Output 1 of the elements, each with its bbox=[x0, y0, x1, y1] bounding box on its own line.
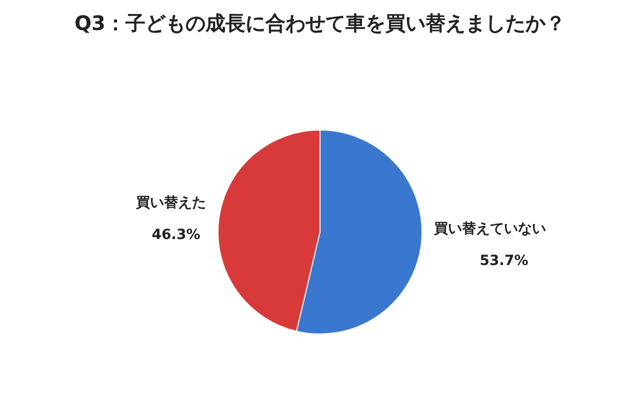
title: Q3：子どもの成長に合わせて車を買い替えましたか？ bbox=[74, 11, 566, 35]
